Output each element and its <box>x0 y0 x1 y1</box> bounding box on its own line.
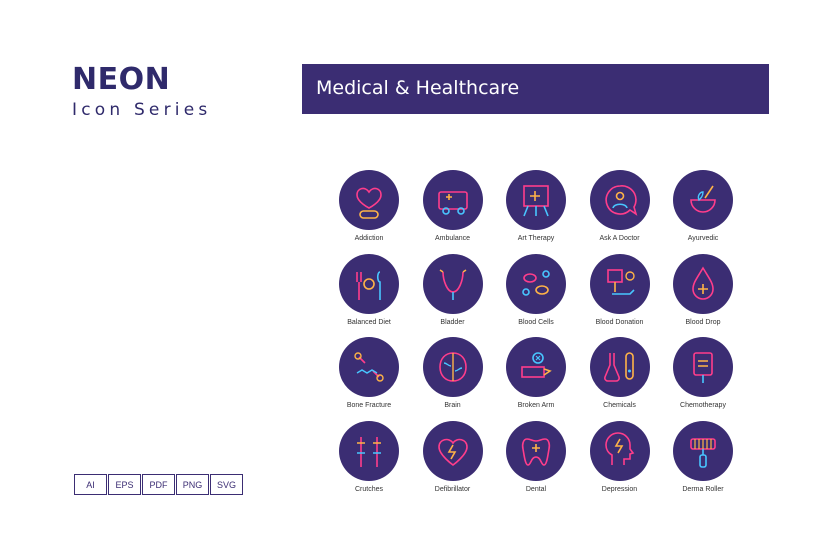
icon-label: Ayurvedic <box>687 235 719 242</box>
icon-label: Ambulance <box>434 235 471 242</box>
banner-title: Medical & Healthcare <box>316 77 520 99</box>
format-badge-svg: SVG <box>210 474 243 495</box>
icon-tile: Bone Fracture <box>327 337 411 409</box>
icon-tile: Blood Drop <box>661 253 745 326</box>
brand-subtitle: Icon Series <box>72 100 212 120</box>
file-format-list: AI EPS PDF PNG SVG <box>74 474 244 495</box>
icon-tile: Derma Roller <box>661 420 745 493</box>
defibrillator-icon <box>422 420 483 481</box>
icon-label: Addiction <box>354 235 384 242</box>
icon-label: Brain <box>444 402 461 409</box>
icon-label: Bone Fracture <box>346 402 392 409</box>
depression-icon <box>589 420 650 481</box>
icon-tile: Broken Arm <box>494 337 578 409</box>
category-banner: Medical & Healthcare <box>302 64 769 114</box>
icon-tile: Dental <box>494 420 578 493</box>
format-badge-pdf: PDF <box>142 474 175 495</box>
ambulance-icon <box>422 170 483 230</box>
icon-label: Blood Drop <box>685 318 721 326</box>
dental-icon <box>506 420 566 481</box>
icon-label: Chemicals <box>603 402 636 409</box>
icon-tile: Ayurvedic <box>661 170 745 242</box>
format-badge-png: PNG <box>176 474 209 495</box>
icon-tile: Art Therapy <box>494 170 578 242</box>
icon-tile: Brain <box>411 337 495 409</box>
icon-label: Ask A Doctor <box>599 235 640 242</box>
icon-label: Dental <box>525 485 547 493</box>
icon-label: Blood Cells <box>518 318 554 326</box>
icon-label: Crutches <box>354 485 383 493</box>
ask-a-doctor-icon <box>589 170 650 230</box>
icon-label: Chemotherapy <box>680 402 726 409</box>
icon-tile: Defibrillator <box>411 420 495 493</box>
ayurvedic-icon <box>673 170 733 230</box>
icon-label: Defibrillator <box>434 485 471 493</box>
icon-tile: Bladder <box>411 253 495 326</box>
icon-tile: Crutches <box>327 420 411 493</box>
format-badge-eps: EPS <box>108 474 141 495</box>
icon-tile: Balanced Diet <box>327 253 411 326</box>
chemotherapy-icon <box>673 337 733 397</box>
blood-drop-icon <box>673 253 733 314</box>
bladder-icon <box>422 253 483 314</box>
brand-title: NEON <box>72 62 171 97</box>
icon-tile: Blood Cells <box>494 253 578 326</box>
addiction-icon <box>339 170 399 230</box>
chemicals-icon <box>589 337 650 397</box>
crutches-icon <box>339 420 399 481</box>
blood-cells-icon <box>506 253 566 314</box>
brain-icon <box>422 337 483 397</box>
derma-roller-icon <box>673 420 733 481</box>
icon-tile: Ambulance <box>411 170 495 242</box>
icon-label: Art Therapy <box>517 235 555 242</box>
balanced-diet-icon <box>339 253 399 314</box>
icon-tile: Ask A Doctor <box>578 170 662 242</box>
format-badge-ai: AI <box>74 474 107 495</box>
bone-fracture-icon <box>339 337 399 397</box>
blood-donation-icon <box>589 253 650 314</box>
icon-tile: Chemicals <box>578 337 662 409</box>
art-therapy-icon <box>506 170 566 230</box>
broken-arm-icon <box>506 337 566 397</box>
icon-label: Derma Roller <box>682 485 724 493</box>
icon-tile: Blood Donation <box>578 253 662 326</box>
icon-label: Bladder <box>440 318 465 326</box>
icon-tile: Depression <box>578 420 662 493</box>
icon-label: Broken Arm <box>517 402 555 409</box>
icon-tile: Chemotherapy <box>661 337 745 409</box>
icon-label: Depression <box>601 485 638 493</box>
icon-label: Balanced Diet <box>347 318 391 326</box>
icon-label: Blood Donation <box>595 318 644 326</box>
icon-tile: Addiction <box>327 170 411 242</box>
